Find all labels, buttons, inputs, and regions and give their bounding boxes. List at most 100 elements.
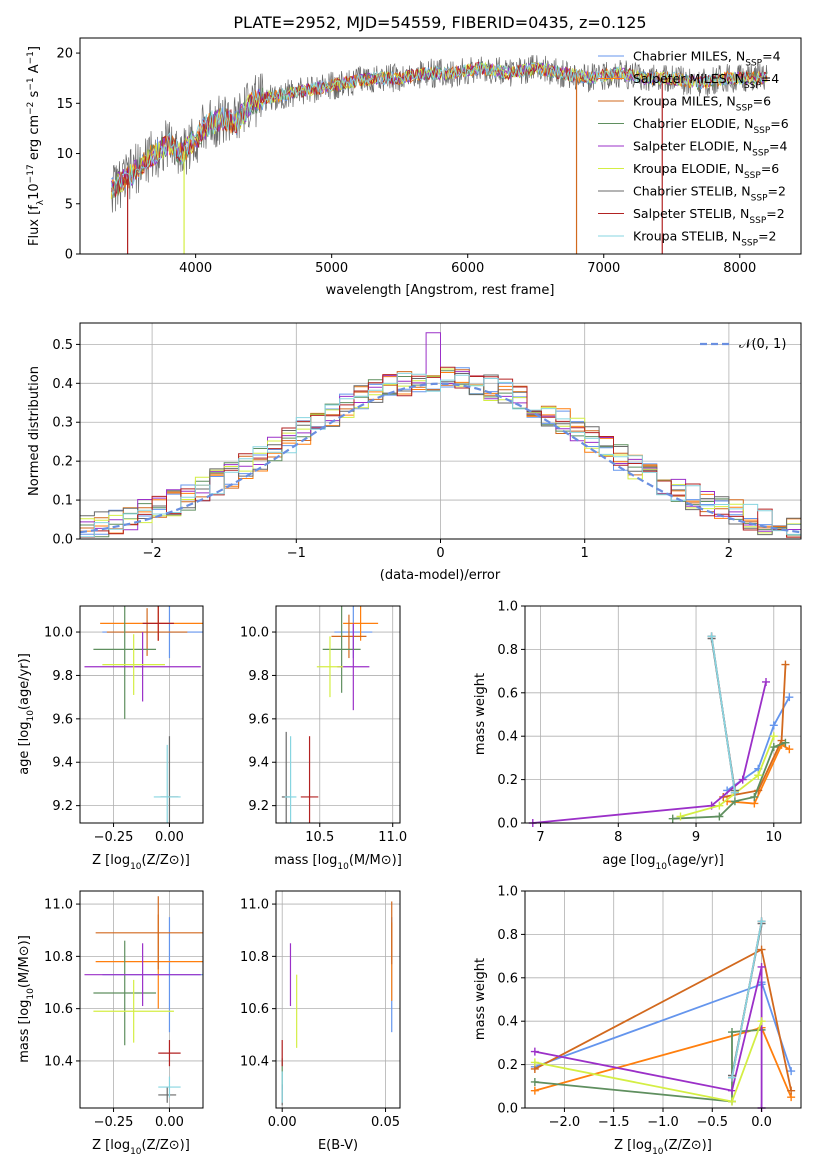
weight-marker	[530, 1077, 539, 1086]
y-tick-label: 0.2	[497, 773, 518, 788]
axes-frame	[79, 605, 204, 824]
weight-marker	[757, 917, 766, 926]
weight-line	[534, 966, 763, 1108]
x-tick-label: 0.00	[268, 1115, 297, 1130]
weight-line	[710, 636, 736, 793]
y-tick-label: 10	[56, 147, 73, 162]
y-axis-label: mass weight	[473, 673, 488, 755]
axes-frame	[79, 37, 802, 255]
legend-label-count: =2	[758, 229, 776, 244]
plot-area	[80, 332, 801, 538]
y-tick-label: 11.0	[44, 898, 73, 913]
axis-label-part: (age/yr)]	[667, 853, 724, 868]
y-axis-label: mass weight	[473, 958, 488, 1040]
z-age-panel: −0.25 0.00 9.2 9.4 9.6 9.8 10.0 Z [log10(Z/Z⊙)]…	[17, 605, 204, 872]
x-tick-label: 10	[766, 830, 783, 845]
histogram-step	[80, 366, 801, 538]
axes-frame	[524, 605, 802, 824]
y-tick-label: 0.4	[497, 1015, 518, 1030]
y-axis-label-part: s	[27, 90, 42, 101]
legend-label: Chabrier MILES, NSSP=4	[633, 49, 781, 69]
weight-marker	[728, 1086, 736, 1095]
x-tick-label: 0.00	[155, 1115, 184, 1130]
axis-label-part: (Z/Z⊙)]	[664, 1138, 712, 1153]
x-axis-label: E(B-V)	[318, 1138, 358, 1153]
figure-title: PLATE=2952, MJD=54559, FIBERID=0435, z=0…	[233, 13, 646, 32]
y-tick-label: 9.8	[248, 669, 269, 684]
x-tick-label: 0.0	[751, 1115, 772, 1130]
weight-marker	[781, 738, 790, 747]
ebv-mass-panel: 0.00 0.05 10.4 10.6 10.8 11.0 E(B-V)	[240, 890, 401, 1153]
y-tick-label: 10.6	[44, 1002, 73, 1017]
axis-label-part: (Z/Z⊙)]	[142, 1138, 190, 1153]
axis-label-sub: 10	[655, 862, 667, 872]
y-tick-label: 10.8	[240, 950, 269, 965]
x-axis-label: Z [log10(Z/Z⊙)]	[92, 1138, 190, 1157]
weight-marker	[715, 801, 724, 810]
weight-marker	[769, 743, 778, 752]
x-tick-label: 7000	[587, 261, 620, 276]
y-tick-label: 10.0	[240, 626, 269, 641]
y-tick-label: 1.0	[497, 600, 518, 615]
mass-age-panel: 10.5 11.0 9.2 9.4 9.6 9.8 10.0 mass [log10(M/M⊙…	[240, 605, 407, 872]
y-tick-label: 9.4	[248, 756, 269, 771]
y-tick-label: 9.6	[52, 712, 73, 727]
weight-marker	[754, 771, 763, 780]
axis-label-part: (age/yr)]	[17, 653, 32, 710]
x-axis-label: Z [log10(Z/Z⊙)]	[614, 1138, 712, 1157]
legend-label-count: =2	[768, 184, 786, 199]
y-axis-label: mass [log10(M/M⊙)]	[17, 935, 36, 1063]
weight-marker	[707, 632, 716, 641]
legend-label-sub: SSP	[752, 149, 769, 159]
y-tick-label: 0.6	[497, 686, 518, 701]
x-tick-label: 1	[581, 546, 589, 561]
z-mass-panel: −0.25 0.00 10.4 10.6 10.8 11.0 Z [log10(Z/Z⊙)]…	[17, 890, 204, 1157]
legend-label-sub: SSP	[745, 59, 762, 69]
x-tick-label: −2	[143, 546, 162, 561]
y-axis-label: age [log10(age/yr)]	[17, 653, 36, 775]
residuals-panel: −2 −1 0 1 2 0.0 0.1 0.2 0.3 0.4 0.5 (data-model)/er…	[27, 322, 802, 583]
x-tick-label: 6000	[451, 261, 484, 276]
axis-label-part: (M/M⊙)]	[17, 935, 32, 988]
x-tick-label: −1.0	[647, 1115, 679, 1130]
plot-area	[281, 606, 379, 823]
x-tick-label: −0.25	[94, 830, 134, 845]
legend-label: Kroupa MILES, NSSP=6	[633, 94, 771, 114]
y-tick-label: 10.4	[240, 1054, 269, 1069]
axis-label-sub: 10	[26, 710, 36, 722]
z-weight-panel: −2.0 −1.5 −1.0 −0.5 0.0 0.0 0.2 0.4 0.6 0.8 1.0 Z […	[473, 885, 802, 1157]
y-tick-label: 20	[56, 47, 73, 62]
legend-label-sub: SSP	[744, 81, 761, 91]
legend-label: Kroupa STELIB, NSSP=2	[633, 229, 777, 249]
axis-label-sub: 10	[652, 1147, 664, 1157]
weight-marker	[785, 745, 794, 754]
weight-marker	[757, 1017, 766, 1026]
y-axis-label: Normed distribution	[27, 366, 42, 496]
legend-label-sub: SSP	[749, 216, 766, 226]
weight-marker	[787, 1067, 796, 1076]
weight-marker	[762, 677, 771, 686]
y-tick-label: 0.1	[52, 494, 73, 509]
plot-area	[528, 632, 794, 827]
legend-label-count: =4	[762, 49, 780, 64]
plot-area	[110, 55, 768, 254]
y-axis-label-part: erg cm	[27, 115, 42, 164]
y-tick-label: 9.2	[52, 799, 73, 814]
plot-area	[84, 606, 203, 823]
weight-marker	[785, 693, 794, 702]
axis-label-part: (M/M⊙)]	[349, 853, 402, 868]
axis-label-sub: 10	[26, 988, 36, 1000]
legend-label: Salpeter ELODIE, NSSP=4	[633, 139, 788, 159]
y-tick-label: 9.2	[248, 799, 269, 814]
legend-label-count: =6	[770, 116, 788, 131]
weight-marker	[728, 1073, 736, 1082]
weight-line	[672, 741, 786, 820]
weight-marker	[738, 775, 747, 784]
weight-marker	[757, 945, 766, 954]
weight-marker	[769, 721, 778, 730]
legend-label-count: =6	[753, 94, 771, 109]
x-tick-label: −2.0	[549, 1115, 581, 1130]
y-axis-label-part: ]	[27, 46, 42, 51]
weight-marker	[769, 732, 778, 741]
